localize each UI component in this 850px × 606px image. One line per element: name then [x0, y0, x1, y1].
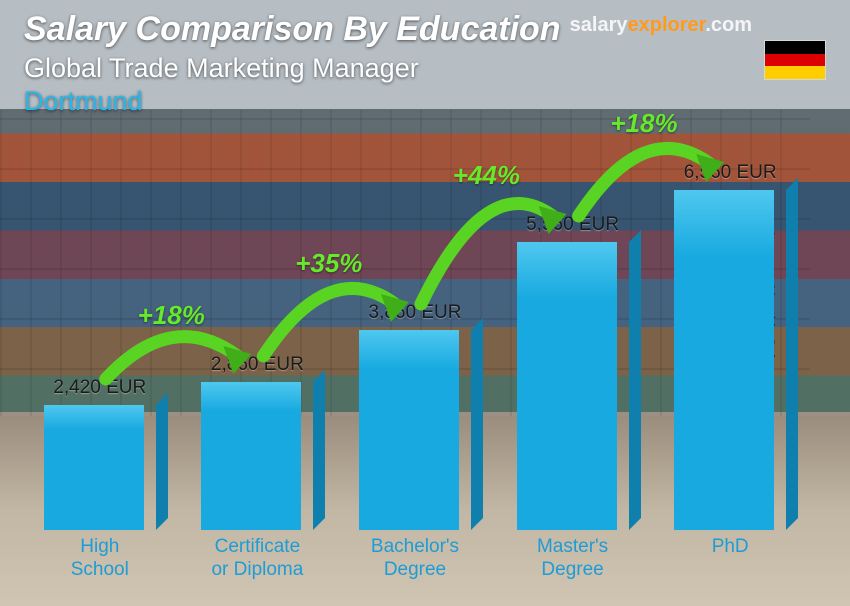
brand-part-3: .com [705, 14, 752, 36]
chart-city: Dortmund [24, 86, 826, 117]
bar-chart: 2,420 EUR2,860 EUR3,860 EUR5,560 EUR6,56… [30, 160, 800, 588]
increase-arc [30, 160, 800, 588]
brand-part-1: salary [570, 14, 628, 36]
chart-subtitle: Global Trade Marketing Manager [24, 53, 826, 84]
infographic-viewport: Salary Comparison By Education Global Tr… [0, 0, 850, 606]
increase-badge: +18% [610, 108, 677, 139]
brand-watermark: salaryexplorer.com [570, 14, 752, 37]
germany-flag-icon [764, 40, 826, 80]
header: Salary Comparison By Education Global Tr… [24, 10, 826, 117]
brand-part-2: explorer [627, 14, 705, 36]
